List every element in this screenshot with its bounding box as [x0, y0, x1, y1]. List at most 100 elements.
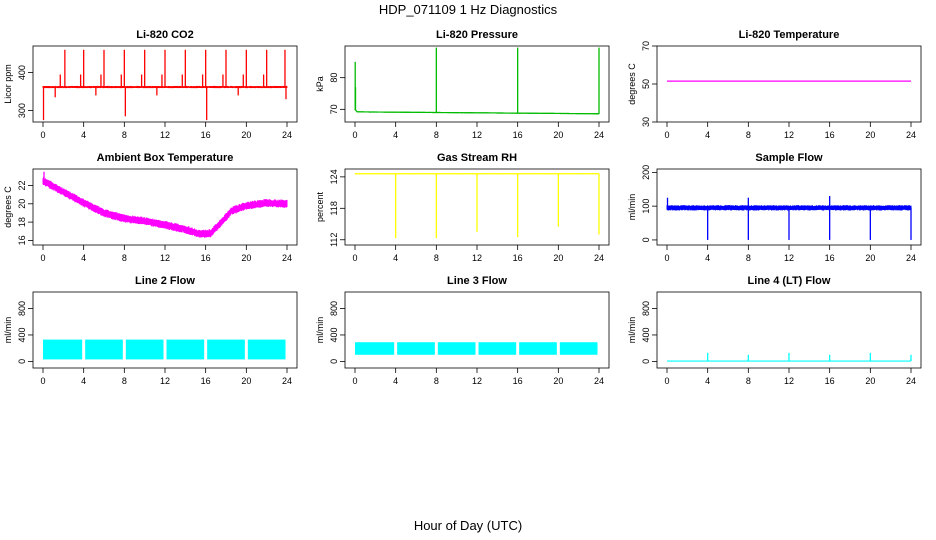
x-tick-label: 16 — [513, 253, 523, 263]
y-tick-label: 400 — [641, 327, 651, 342]
x-tick-label: 12 — [784, 253, 794, 263]
chart-ylabel: Licor ppm — [3, 64, 13, 104]
x-tick-label: 24 — [594, 253, 604, 263]
chart-title: Line 3 Flow — [447, 275, 507, 287]
flow-band — [166, 339, 205, 360]
y-tick-label: 0 — [17, 359, 27, 364]
data-layer — [355, 342, 598, 355]
x-tick-label: 0 — [40, 253, 45, 263]
flow-band — [478, 342, 517, 355]
flow-band — [247, 339, 286, 360]
flow-band — [437, 342, 476, 355]
x-tick-label: 12 — [784, 130, 794, 140]
x-tick-label: 4 — [705, 130, 710, 140]
plot-frame — [344, 45, 610, 123]
chart-panel: Gas Stream RH percent 0 4 8 12 16 20 24 112 118 124 — [315, 152, 610, 263]
chart-panel: Ambient Box Temperature degrees C 0 4 8 12 16 2… — [3, 152, 298, 263]
data-layer — [42, 171, 288, 238]
chart-title: Sample Flow — [755, 152, 823, 164]
y-tick-label: 50 — [641, 79, 651, 89]
plot-frame — [656, 45, 922, 123]
data-layer — [43, 339, 286, 360]
x-tick-label: 12 — [472, 376, 482, 386]
x-tick-label: 0 — [664, 130, 669, 140]
chart-panel: Line 2 Flow ml/min 0 4 8 12 16 20 24 0 400 800 — [3, 275, 298, 386]
chart-panel: Li-820 Temperature degrees C 0 4 8 12 16 20 24 30… — [627, 29, 922, 140]
x-tick-label: 20 — [241, 376, 251, 386]
y-tick-label: 118 — [329, 201, 339, 215]
x-tick-label: 24 — [906, 130, 916, 140]
data-layer — [42, 49, 288, 121]
x-tick-label: 24 — [594, 130, 604, 140]
y-tick-label: 800 — [329, 301, 339, 316]
chart-ylabel: ml/min — [627, 317, 637, 344]
chart-ylabel: ml/min — [627, 194, 637, 221]
y-tick-label: 70 — [641, 41, 651, 51]
y-tick-label: 112 — [329, 233, 339, 247]
chart-ylabel: percent — [315, 191, 325, 222]
chart-panel: Line 4 (LT) Flow ml/min 0 4 8 12 16 20 24 0 400 800 — [627, 275, 922, 386]
x-tick-label: 4 — [81, 253, 86, 263]
x-tick-label: 12 — [160, 253, 170, 263]
x-tick-label: 12 — [160, 376, 170, 386]
data-line — [42, 180, 288, 235]
x-tick-label: 20 — [241, 253, 251, 263]
x-tick-label: 24 — [282, 130, 292, 140]
x-tick-label: 20 — [553, 130, 563, 140]
x-tick-label: 20 — [553, 376, 563, 386]
x-tick-label: 16 — [825, 130, 835, 140]
chart-title: Li-820 Temperature — [739, 29, 840, 41]
x-tick-label: 8 — [122, 376, 127, 386]
chart-ylabel: kPa — [315, 76, 325, 92]
x-tick-label: 12 — [472, 253, 482, 263]
chart-ylabel: degrees C — [3, 186, 13, 228]
chart-title: Line 4 (LT) Flow — [748, 275, 831, 287]
figure-xlabel: Hour of Day (UTC) — [413, 518, 523, 533]
data-layer — [354, 47, 600, 115]
chart-title: Line 2 Flow — [135, 275, 195, 287]
chart-title: Gas Stream RH — [437, 152, 517, 164]
x-tick-label: 24 — [594, 376, 604, 386]
flow-band — [519, 342, 557, 355]
x-tick-label: 12 — [784, 376, 794, 386]
y-tick-label: 200 — [641, 165, 651, 180]
x-tick-label: 16 — [201, 376, 211, 386]
x-tick-label: 8 — [746, 253, 751, 263]
x-tick-label: 8 — [746, 376, 751, 386]
x-tick-label: 20 — [241, 130, 251, 140]
x-tick-label: 0 — [352, 253, 357, 263]
x-tick-label: 24 — [282, 253, 292, 263]
x-tick-label: 16 — [513, 376, 523, 386]
chart-title: Ambient Box Temperature — [97, 152, 234, 164]
x-tick-label: 4 — [705, 253, 710, 263]
y-tick-label: 400 — [329, 327, 339, 342]
y-tick-label: 300 — [17, 103, 27, 118]
y-tick-label: 16 — [17, 235, 27, 245]
x-tick-label: 16 — [201, 253, 211, 263]
x-tick-label: 4 — [81, 376, 86, 386]
chart-panel: Sample Flow ml/min 0 4 8 12 16 20 24 0 100 200 — [627, 152, 922, 263]
x-tick-label: 20 — [865, 376, 875, 386]
flow-band — [43, 339, 83, 360]
y-tick-label: 20 — [17, 199, 27, 209]
chart-ylabel: degrees C — [627, 63, 637, 105]
y-tick-label: 0 — [641, 237, 651, 242]
y-tick-label: 0 — [329, 359, 339, 364]
x-tick-label: 20 — [865, 130, 875, 140]
x-tick-label: 16 — [513, 130, 523, 140]
flow-band — [559, 342, 598, 355]
data-layer — [667, 352, 912, 362]
data-layer — [666, 196, 912, 240]
x-tick-label: 16 — [201, 130, 211, 140]
chart-panel: Li-820 Pressure kPa 0 4 8 12 16 20 24 70 80 — [315, 29, 610, 140]
x-tick-label: 16 — [825, 253, 835, 263]
x-tick-label: 24 — [906, 376, 916, 386]
x-tick-label: 0 — [40, 130, 45, 140]
flow-band — [125, 339, 164, 360]
chart-title: Li-820 Pressure — [436, 29, 518, 41]
x-tick-label: 0 — [352, 376, 357, 386]
x-tick-label: 8 — [122, 253, 127, 263]
y-tick-label: 100 — [641, 199, 651, 214]
